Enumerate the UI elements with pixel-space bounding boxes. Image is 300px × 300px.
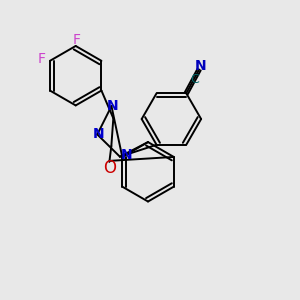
Text: N: N [92,128,104,141]
Text: F: F [73,33,81,47]
Text: O: O [103,159,116,177]
Text: C: C [190,73,199,86]
Text: F: F [38,52,46,66]
Text: N: N [194,58,206,73]
Text: N: N [120,148,132,162]
Text: N: N [106,99,118,113]
